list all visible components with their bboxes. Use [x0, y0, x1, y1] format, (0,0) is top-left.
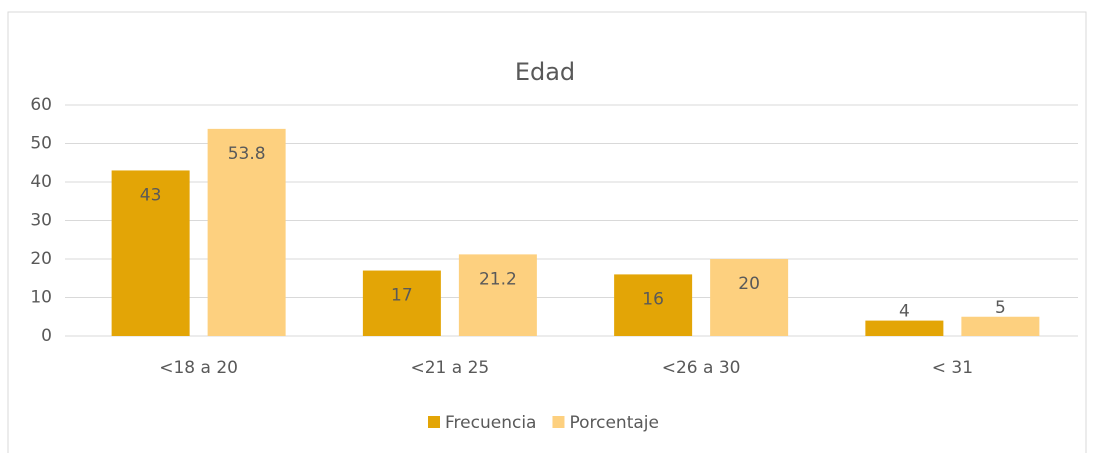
chart-title: Edad	[515, 58, 575, 86]
data-label: 16	[642, 289, 664, 309]
data-label: 5	[995, 298, 1006, 318]
bar	[207, 128, 286, 336]
data-label: 4	[899, 302, 910, 322]
x-tick-label: <18 a 20	[159, 358, 238, 378]
bar	[362, 270, 441, 336]
y-tick-label: 50	[30, 134, 52, 154]
y-tick-label: 0	[41, 326, 52, 346]
x-tick-label: < 31	[932, 358, 973, 378]
data-label: 53.8	[228, 144, 266, 164]
legend-label: Porcentaje	[569, 413, 659, 433]
data-label: 43	[140, 185, 162, 205]
x-tick-label: <26 a 30	[662, 358, 741, 378]
data-label: 17	[391, 286, 413, 306]
y-tick-label: 60	[30, 95, 52, 115]
x-tick-label: <21 a 25	[411, 358, 490, 378]
legend-swatch	[428, 416, 440, 428]
y-tick-label: 30	[30, 211, 52, 231]
data-label: 21.2	[479, 269, 517, 289]
bar	[458, 254, 537, 336]
legend-swatch	[552, 416, 565, 428]
y-tick-label: 40	[30, 172, 52, 192]
y-tick-label: 20	[30, 249, 52, 269]
bar	[865, 320, 944, 336]
data-label: 20	[738, 274, 760, 294]
legend-label: Frecuencia	[445, 413, 536, 433]
bar	[614, 274, 693, 336]
bar	[961, 316, 1040, 336]
bar	[111, 170, 190, 336]
bar	[710, 259, 789, 336]
y-tick-label: 10	[30, 288, 52, 308]
